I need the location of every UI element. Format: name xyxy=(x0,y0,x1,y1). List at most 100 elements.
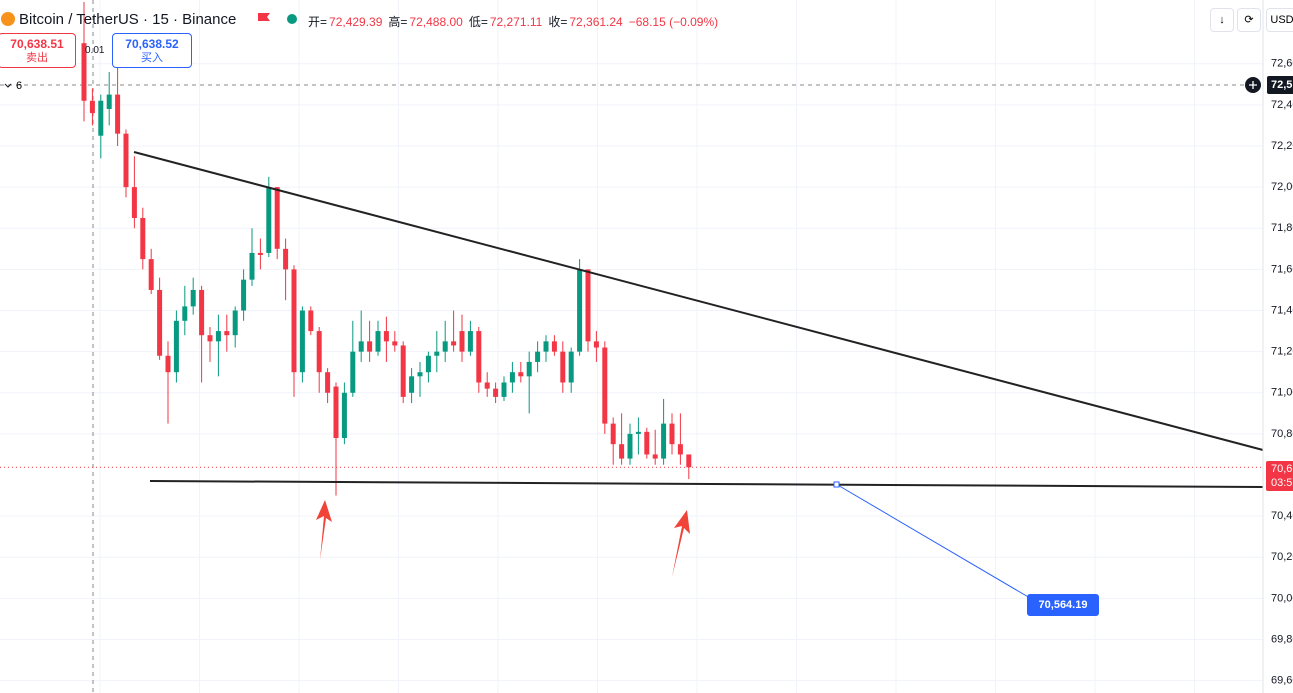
ohlc-values: 开= 72,429.39 高= 72,488.00 低= 72,271.11 收= 72,36… xyxy=(308,13,720,30)
candle-body xyxy=(602,347,608,424)
candle-body xyxy=(367,341,373,352)
candle-body xyxy=(585,269,591,342)
candle-body xyxy=(610,423,616,445)
ohlc-label: 开= xyxy=(308,15,328,29)
y-tick-label: 71,400 xyxy=(1271,304,1293,316)
candle-body xyxy=(199,289,205,336)
countdown: 03:5 xyxy=(1271,477,1292,489)
fullscreen-button[interactable]: ⟳ xyxy=(1237,8,1261,32)
candle-body xyxy=(358,341,364,352)
grid xyxy=(0,0,1263,693)
target-label-box xyxy=(1027,594,1099,616)
candle-body xyxy=(291,269,297,373)
candle-body xyxy=(123,133,129,188)
candle-body xyxy=(140,217,146,260)
y-tick-label: 70,200 xyxy=(1271,551,1293,563)
candle-body xyxy=(89,100,95,114)
y-tick-label: 71,600 xyxy=(1271,263,1293,275)
candle-body xyxy=(266,187,272,253)
candle-body xyxy=(619,444,625,459)
candle-body xyxy=(383,331,389,342)
y-tick-label: 72,600 xyxy=(1271,58,1293,70)
y-tick-label: 69,600 xyxy=(1271,675,1293,687)
ohlc-label: 低= xyxy=(468,15,488,29)
candle-body xyxy=(543,341,549,352)
candle-body xyxy=(593,341,599,348)
target-label: 70,564.19 xyxy=(1039,599,1088,611)
sell-price: 70,638.51 xyxy=(10,37,64,51)
indicator-count[interactable]: 6 xyxy=(16,80,23,92)
download-button[interactable]: ↓ xyxy=(1210,8,1234,32)
price-axis xyxy=(1263,0,1293,693)
price-tag xyxy=(1266,461,1293,491)
ohlc-label: 收= xyxy=(548,15,568,29)
ohlc-value: 72,271.11 xyxy=(489,15,543,29)
candle-body xyxy=(661,423,667,459)
candle-body xyxy=(677,444,683,455)
candle-body xyxy=(375,331,381,352)
ohlc-value: 72,361.24 xyxy=(569,15,623,29)
candle-body xyxy=(635,431,641,434)
trendline-lower xyxy=(149,480,1264,488)
chevron[interactable] xyxy=(4,83,12,88)
candle-body xyxy=(535,351,541,362)
candle-body xyxy=(551,341,557,352)
bitcoin-logo xyxy=(1,12,15,26)
candle-body xyxy=(308,310,314,332)
arrow-up xyxy=(672,510,690,577)
flag-icon[interactable] xyxy=(258,13,270,21)
target-anchor xyxy=(833,481,840,488)
candle-body xyxy=(493,388,499,397)
candle-body xyxy=(518,372,524,377)
add-icon xyxy=(1249,81,1257,89)
candle-body xyxy=(409,376,415,393)
candle-body xyxy=(434,351,440,356)
y-tick-label: 71,000 xyxy=(1271,387,1293,399)
target-line xyxy=(835,483,1031,599)
y-tick-label: 71,200 xyxy=(1271,346,1293,358)
candle-body xyxy=(560,351,566,383)
candle-body xyxy=(299,310,305,373)
candle-body xyxy=(686,454,692,468)
candle-body xyxy=(173,320,179,373)
candle-body xyxy=(451,341,457,346)
candle-body xyxy=(316,331,322,373)
buy-button[interactable]: 70,638.52 买入 xyxy=(112,33,192,68)
y-tick-label: 70,000 xyxy=(1271,592,1293,604)
candle-body xyxy=(476,331,482,383)
change: −68.15 (−0.09%) xyxy=(628,15,719,29)
candle-body xyxy=(182,306,188,321)
candle-body xyxy=(392,341,398,346)
y-tick-label: 71,800 xyxy=(1271,222,1293,234)
candle-body xyxy=(131,187,137,218)
candle-body xyxy=(257,252,263,255)
candle-body xyxy=(165,355,171,373)
symbol: Bitcoin / TetherUS · 15 · Binance xyxy=(19,11,237,28)
candle-body xyxy=(400,345,406,397)
y-tick-label: 70,800 xyxy=(1271,428,1293,440)
crosshair-label: 72,5 xyxy=(1271,79,1292,91)
candle-body xyxy=(224,331,230,336)
buy-price: 70,638.52 xyxy=(125,37,179,51)
ohlc-label: 高= xyxy=(388,15,408,29)
candle-body xyxy=(526,361,532,377)
candle-body xyxy=(325,372,331,393)
status-dot xyxy=(287,14,297,24)
candle-body xyxy=(190,289,196,307)
candle-body xyxy=(81,43,87,101)
candle-body xyxy=(283,248,289,270)
candle-body xyxy=(341,392,347,439)
sell-button[interactable]: 70,638.51 卖出 xyxy=(0,33,76,68)
candle-body xyxy=(106,94,112,109)
candle-body xyxy=(577,269,583,352)
candle-body xyxy=(333,386,339,439)
candle-body xyxy=(425,355,431,373)
ohlc-value: 72,488.00 xyxy=(409,15,463,29)
candle-body xyxy=(249,252,255,280)
currency[interactable]: USD xyxy=(1266,8,1293,32)
trendline-upper xyxy=(133,151,1264,451)
axis-labels: 72,600 72,400 72,200 72,000 71,800 71,600 71,4… xyxy=(1271,58,1293,687)
candle-body xyxy=(442,341,448,352)
spread: 0.01 xyxy=(85,45,105,56)
candle-body xyxy=(644,431,650,455)
